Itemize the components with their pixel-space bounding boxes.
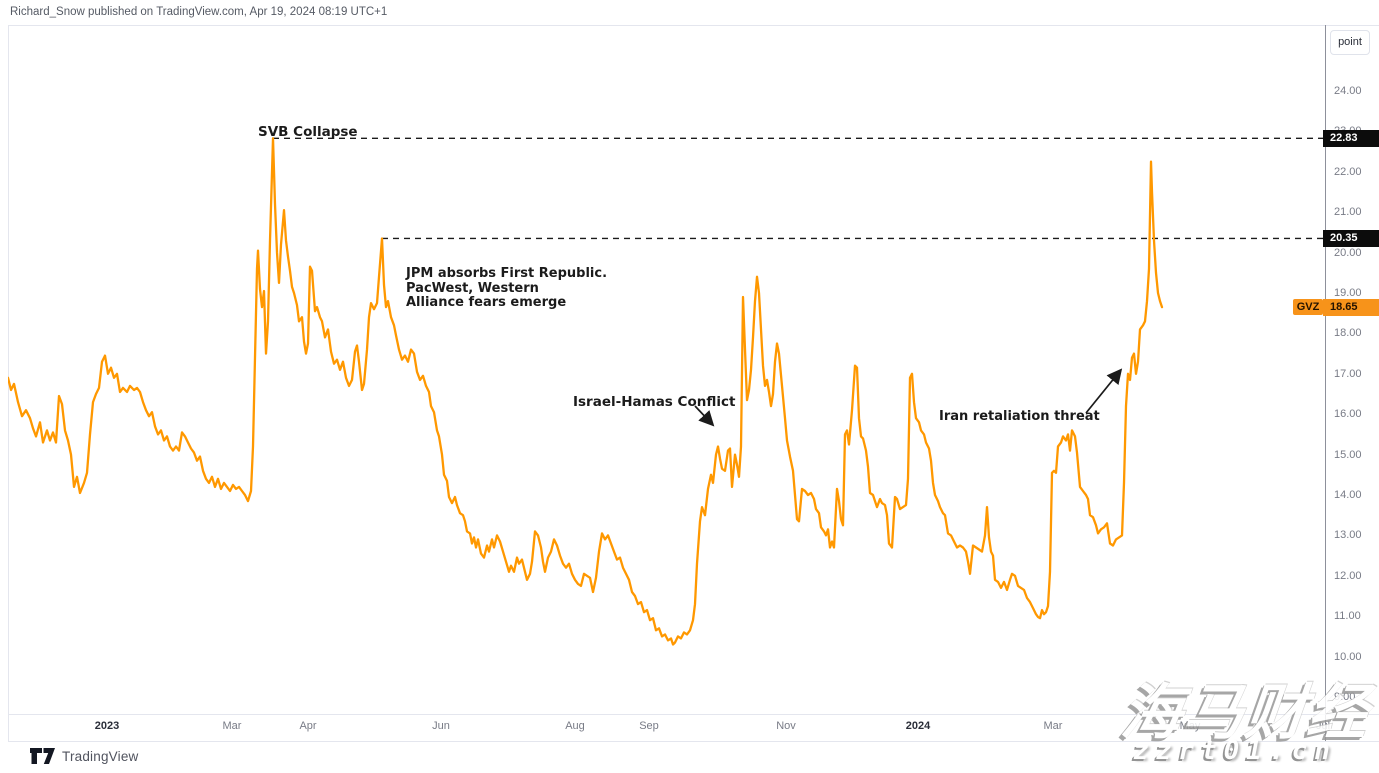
time-axis: 2023 Mar Apr Jun Aug Sep Nov 2024 Mar May Jul — [0, 714, 1379, 741]
annotation-jpm-line1: JPM absorbs First Republic. — [406, 266, 608, 281]
time-label-nov: Nov — [776, 720, 796, 732]
price-tick: 14.00 — [1334, 489, 1362, 501]
axis-unit-button[interactable]: point — [1330, 30, 1370, 55]
time-axis-separator — [8, 714, 1379, 715]
publish-info: Richard_Snow published on TradingView.co… — [10, 6, 388, 18]
price-tick: 20.00 — [1334, 246, 1362, 259]
time-label-aug: Aug — [565, 720, 585, 732]
gvz-line-chart — [6, 137, 1325, 646]
annotation-jpm-first-republic: JPM absorbs First Republic. PacWest, Wes… — [406, 266, 608, 311]
price-tick: 15.00 — [1334, 448, 1362, 461]
time-label-mar: Mar — [222, 720, 242, 732]
price-tick: 12.00 — [1334, 569, 1362, 582]
time-label-apr: Apr — [299, 720, 317, 732]
tradingview-footer-link[interactable]: TradingView — [30, 746, 139, 766]
price-tick: 19.00 — [1334, 287, 1362, 299]
chart-pane: SVB Collapse JPM absorbs First Republic.… — [6, 25, 1325, 714]
time-label-jul: Jul — [1315, 720, 1331, 732]
price-tick: 11.00 — [1334, 610, 1361, 623]
level-badge-high: 22.83 — [1323, 129, 1379, 147]
price-axis: 9.00 10.00 11.00 12.00 13.00 14.00 15.00 16.00 1… — [1323, 25, 1379, 714]
tradingview-logo-icon — [30, 748, 55, 764]
tradingview-brand-text: TradingView — [62, 748, 139, 764]
footer-separator — [8, 741, 1379, 742]
time-label-jun: Jun — [432, 720, 450, 732]
price-tick: 9.00 — [1334, 691, 1356, 703]
annotation-jpm-line3: Alliance fears emerge — [406, 295, 567, 311]
gvz-price-line — [6, 137, 1164, 646]
time-label-may: May — [1179, 720, 1201, 732]
price-tick: 21.00 — [1334, 206, 1362, 219]
iran-threat-arrow-icon — [1085, 368, 1123, 414]
time-label-2023: 2023 — [94, 720, 120, 732]
price-tick: 18.00 — [1334, 327, 1362, 340]
dashed-level-lines — [273, 137, 1325, 240]
annotation-jpm-line2: PacWest, Western — [406, 280, 539, 296]
price-tick: 17.00 — [1334, 367, 1362, 380]
price-tick: 16.00 — [1334, 408, 1362, 421]
annotation-iran-retaliation: Iran retaliation threat — [939, 409, 1100, 424]
level-badge-mid: 20.35 — [1323, 229, 1379, 247]
time-label-2024: 2024 — [905, 720, 931, 732]
price-axis-border — [1325, 25, 1326, 741]
watermark-url: zzrt01.cn — [1133, 736, 1337, 766]
price-tick: 10.00 — [1334, 650, 1362, 663]
pane-top-border — [8, 25, 1379, 26]
last-price-badge: 18.65 — [1323, 298, 1379, 316]
annotation-svb-collapse: SVB Collapse — [258, 124, 358, 140]
price-tick: 13.00 — [1334, 529, 1362, 542]
price-tick: 24.00 — [1334, 85, 1362, 97]
price-tick: 22.00 — [1334, 165, 1362, 178]
symbol-badge: GVZ — [1293, 299, 1323, 316]
annotation-israel-hamas: Israel-Hamas Conflict — [573, 394, 736, 410]
time-label-mar: Mar — [1043, 720, 1063, 732]
israel-hamas-arrow-icon — [694, 405, 715, 427]
time-label-sep: Sep — [639, 720, 659, 732]
